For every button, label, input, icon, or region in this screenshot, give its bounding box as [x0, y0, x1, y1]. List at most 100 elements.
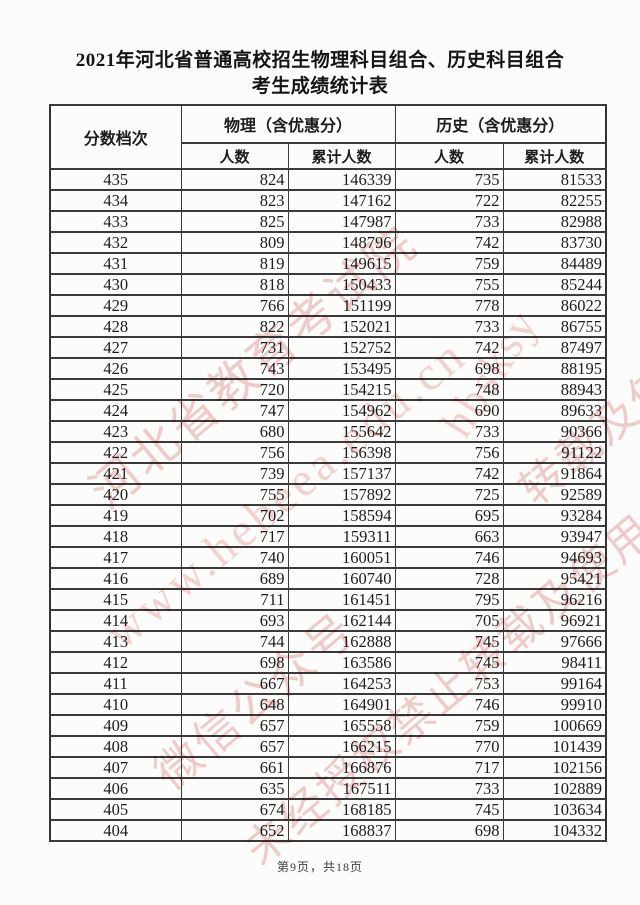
value-cell: 152021 — [287, 315, 396, 338]
value-cell: 147987 — [287, 210, 396, 233]
table-row: 406 635 167511 733 102889 — [49, 777, 607, 800]
value-cell: 95421 — [502, 567, 607, 590]
value-cell: 680 — [180, 420, 289, 443]
value-cell: 742 — [394, 462, 504, 485]
value-cell: 160051 — [287, 546, 396, 569]
value-cell: 731 — [180, 336, 289, 359]
value-cell: 86755 — [502, 315, 607, 338]
value-cell: 81533 — [502, 168, 607, 191]
value-cell: 689 — [180, 567, 289, 590]
header-history-group: 历史（含优惠分） — [394, 104, 607, 144]
value-cell: 766 — [180, 294, 289, 317]
value-cell: 735 — [394, 168, 504, 191]
value-cell: 733 — [394, 315, 504, 338]
value-cell: 154962 — [287, 399, 396, 422]
value-cell: 635 — [180, 777, 289, 800]
table-row: 414 693 162144 705 96921 — [49, 609, 607, 632]
score-cell: 427 — [49, 336, 182, 359]
value-cell: 97666 — [502, 630, 607, 653]
value-cell: 161451 — [287, 588, 396, 611]
value-cell: 87497 — [502, 336, 607, 359]
table-row: 428 822 152021 733 86755 — [49, 315, 607, 338]
value-cell: 742 — [394, 336, 504, 359]
value-cell: 705 — [394, 609, 504, 632]
value-cell: 748 — [394, 378, 504, 401]
value-cell: 168837 — [287, 819, 396, 842]
value-cell: 667 — [180, 672, 289, 695]
table-row: 422 756 156398 756 91122 — [49, 441, 607, 464]
value-cell: 166876 — [287, 756, 396, 779]
table-row: 407 661 166876 717 102156 — [49, 756, 607, 779]
value-cell: 759 — [394, 252, 504, 275]
value-cell: 86022 — [502, 294, 607, 317]
value-cell: 648 — [180, 693, 289, 716]
value-cell: 755 — [394, 273, 504, 296]
value-cell: 745 — [394, 651, 504, 674]
score-cell: 407 — [49, 756, 182, 779]
value-cell: 825 — [180, 210, 289, 233]
table-row: 413 744 162888 745 97666 — [49, 630, 607, 653]
value-cell: 742 — [394, 231, 504, 254]
value-cell: 818 — [180, 273, 289, 296]
score-cell: 409 — [49, 714, 182, 737]
value-cell: 744 — [180, 630, 289, 653]
value-cell: 160740 — [287, 567, 396, 590]
value-cell: 711 — [180, 588, 289, 611]
value-cell: 93947 — [502, 525, 607, 548]
value-cell: 90366 — [502, 420, 607, 443]
value-cell: 795 — [394, 588, 504, 611]
value-cell: 743 — [180, 357, 289, 380]
header-physics-group: 物理（含优惠分） — [180, 104, 396, 144]
table-row: 410 648 164901 746 99910 — [49, 693, 607, 716]
table-row: 404 652 168837 698 104332 — [49, 819, 607, 842]
value-cell: 157137 — [287, 462, 396, 485]
table-row: 405 674 168185 745 103634 — [49, 798, 607, 821]
value-cell: 92589 — [502, 483, 607, 506]
score-cell: 424 — [49, 399, 182, 422]
value-cell: 102156 — [502, 756, 607, 779]
table-row: 434 823 147162 722 82255 — [49, 189, 607, 212]
page-title-line1: 2021年河北省普通高校招生物理科目组合、历史科目组合 — [75, 50, 565, 71]
table-body: 435 824 146339 735 81533 434 823 147162 722 82255… — [49, 168, 607, 842]
value-cell: 149615 — [287, 252, 396, 275]
value-cell: 88943 — [502, 378, 607, 401]
value-cell: 96921 — [502, 609, 607, 632]
value-cell: 753 — [394, 672, 504, 695]
value-cell: 159311 — [287, 525, 396, 548]
score-cell: 415 — [49, 588, 182, 611]
value-cell: 733 — [394, 777, 504, 800]
header-physics-count: 人数 — [180, 142, 289, 170]
value-cell: 740 — [180, 546, 289, 569]
score-cell: 405 — [49, 798, 182, 821]
value-cell: 746 — [394, 546, 504, 569]
value-cell: 164901 — [287, 693, 396, 716]
value-cell: 657 — [180, 714, 289, 737]
value-cell: 746 — [394, 693, 504, 716]
value-cell: 104332 — [502, 819, 607, 842]
score-cell: 426 — [49, 357, 182, 380]
score-cell: 406 — [49, 777, 182, 800]
value-cell: 745 — [394, 630, 504, 653]
table-row: 425 720 154215 748 88943 — [49, 378, 607, 401]
value-cell: 652 — [180, 819, 289, 842]
value-cell: 85244 — [502, 273, 607, 296]
table-row: 415 711 161451 795 96216 — [49, 588, 607, 611]
header-row-groups: 分数档次 物理（含优惠分） 历史（含优惠分） — [49, 104, 607, 170]
value-cell: 151199 — [287, 294, 396, 317]
score-cell: 435 — [49, 168, 182, 191]
value-cell: 770 — [394, 735, 504, 758]
table-row: 427 731 152752 742 87497 — [49, 336, 607, 359]
value-cell: 661 — [180, 756, 289, 779]
value-cell: 722 — [394, 189, 504, 212]
value-cell: 674 — [180, 798, 289, 821]
score-cell: 430 — [49, 273, 182, 296]
score-cell: 423 — [49, 420, 182, 443]
header-history-count: 人数 — [394, 142, 504, 170]
value-cell: 83730 — [502, 231, 607, 254]
value-cell: 88195 — [502, 357, 607, 380]
score-cell: 404 — [49, 819, 182, 842]
value-cell: 102889 — [502, 777, 607, 800]
value-cell: 89633 — [502, 399, 607, 422]
table-row: 421 739 157137 742 91864 — [49, 462, 607, 485]
score-cell: 421 — [49, 462, 182, 485]
